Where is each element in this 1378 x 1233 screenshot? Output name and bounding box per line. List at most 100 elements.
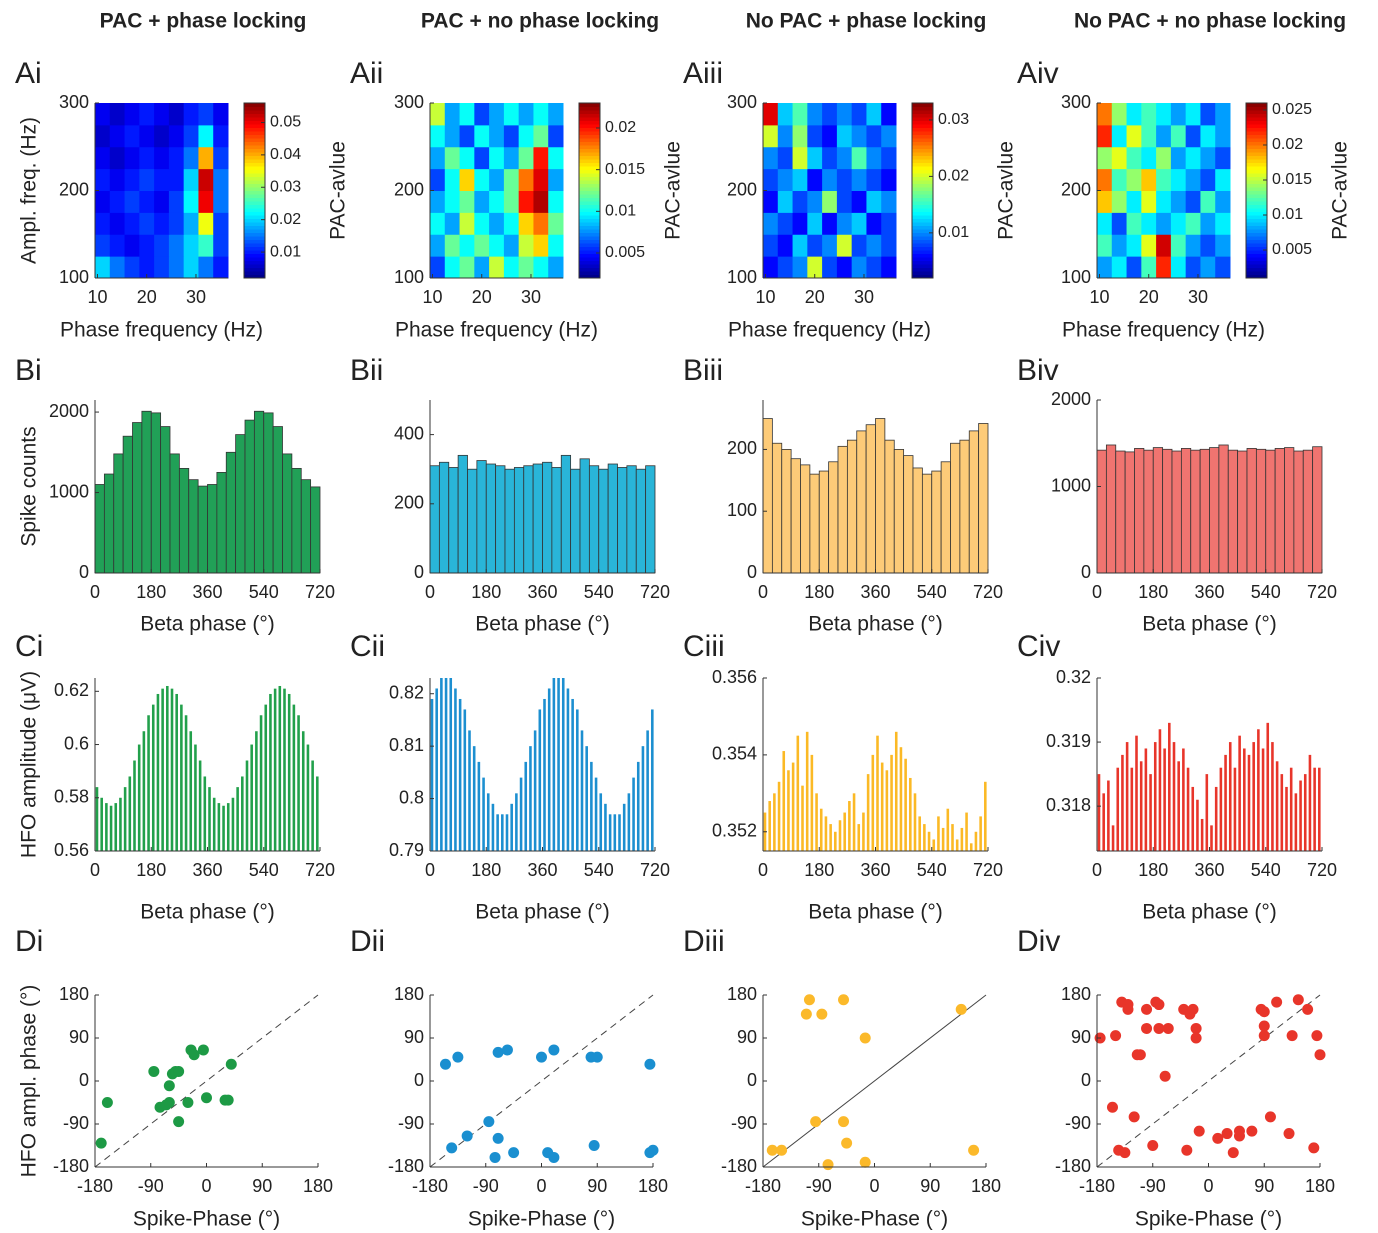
scatter-point xyxy=(1106,1101,1118,1113)
heatmap-cell xyxy=(489,103,505,126)
colorbar-step xyxy=(579,134,600,139)
colorbar-frame xyxy=(578,102,601,279)
colorbar-step xyxy=(912,134,933,139)
colorbar-step xyxy=(244,229,265,233)
heatmap-cell xyxy=(95,234,111,257)
heatmap-cell xyxy=(1126,212,1142,235)
heatmap-cell xyxy=(139,212,155,235)
colorbar-step xyxy=(579,211,600,216)
x-tick-label: 20 xyxy=(805,287,825,307)
histogram-bar xyxy=(1162,448,1173,574)
histogram-bar xyxy=(485,463,497,574)
x-tick-label: 540 xyxy=(917,860,947,880)
scatter-point xyxy=(1193,1125,1205,1137)
colorbar-step xyxy=(912,110,933,114)
heatmap-cell xyxy=(1185,256,1201,279)
heatmap-cell xyxy=(777,212,794,235)
heatmap-cell xyxy=(109,103,126,126)
heatmap-cell xyxy=(474,103,490,126)
histogram-bar xyxy=(448,467,459,574)
x-tick-label: -180 xyxy=(745,1176,781,1196)
y-tick-label: 2000 xyxy=(1051,389,1091,409)
colorbar-step xyxy=(579,120,600,125)
bar xyxy=(627,793,631,851)
x-tick-label: 360 xyxy=(1194,860,1224,880)
y-tick-label: 1000 xyxy=(49,481,89,501)
x-axis-label: Spike-Phase (°) xyxy=(133,1208,280,1231)
heatmap-cell xyxy=(763,124,779,148)
heatmap-cell xyxy=(548,190,564,213)
bar xyxy=(979,816,982,851)
heatmap-cell xyxy=(430,190,446,213)
heatmap-cell xyxy=(168,256,185,279)
bar xyxy=(311,760,314,851)
heatmap-cell xyxy=(777,190,794,213)
y-tick-label: 100 xyxy=(59,267,89,287)
colorbar-step xyxy=(1246,162,1267,167)
x-axis-label: Beta phase (°) xyxy=(1142,901,1276,924)
bar xyxy=(796,735,800,851)
colorbar-step xyxy=(244,260,265,265)
heatmap-cell xyxy=(198,212,214,235)
heatmap-cell xyxy=(807,256,823,279)
bar xyxy=(472,746,476,851)
colorbar-step xyxy=(579,232,600,237)
y-tick-label: 0.352 xyxy=(712,821,757,841)
heatmap-cell xyxy=(503,190,520,213)
heatmap-cell xyxy=(792,103,808,126)
bar xyxy=(1186,767,1190,851)
colorbar-step xyxy=(244,218,265,223)
histogram-bar xyxy=(113,453,124,574)
histogram-bar xyxy=(263,412,274,574)
bar xyxy=(212,797,216,851)
scatter-point xyxy=(492,1046,504,1058)
heatmap-cell xyxy=(851,124,867,148)
scatter-point xyxy=(591,1051,603,1063)
bar xyxy=(871,754,875,851)
heatmap-cell xyxy=(503,146,520,170)
x-axis-label: Beta phase (°) xyxy=(475,613,609,636)
bar xyxy=(128,776,132,851)
bar xyxy=(264,704,268,851)
colorbar-tick-label: 0.01 xyxy=(270,243,301,260)
scatter-point xyxy=(968,1144,980,1156)
bar xyxy=(805,731,809,851)
colorbar-step xyxy=(1246,159,1267,163)
heatmap-cell xyxy=(198,256,214,279)
bar xyxy=(1107,780,1110,851)
y-tick-label: 300 xyxy=(59,92,89,112)
heatmap-cell xyxy=(1156,190,1172,213)
colorbar-frame xyxy=(243,102,266,279)
scatter-point xyxy=(1159,1070,1171,1082)
scatter-point xyxy=(95,1137,107,1149)
heatmap-cell xyxy=(851,190,867,213)
bar xyxy=(1158,729,1162,851)
bar xyxy=(515,793,518,851)
heatmap-cell xyxy=(168,146,185,170)
colorbar-step xyxy=(912,117,933,121)
heatmap-cell xyxy=(183,212,199,235)
colorbar-step xyxy=(1246,166,1267,170)
bar xyxy=(105,803,108,851)
bar xyxy=(156,693,160,851)
colorbar-step xyxy=(1246,250,1267,254)
heatmap-cell xyxy=(1126,168,1142,191)
x-tick-label: 30 xyxy=(1188,287,1208,307)
x-tick-label: -180 xyxy=(412,1176,448,1196)
colorbar-step xyxy=(1246,110,1267,114)
heatmap-cell xyxy=(881,256,897,279)
x-axis-label: Spike-Phase (°) xyxy=(1135,1208,1282,1231)
heatmap-cell xyxy=(95,256,111,279)
colorbar-label: PAC-avlue xyxy=(995,141,1018,240)
heatmap-cell xyxy=(198,168,214,191)
heatmap-cell xyxy=(518,190,534,213)
heatmap-cell xyxy=(154,190,170,213)
scatter-point xyxy=(536,1051,547,1063)
colorbar-step xyxy=(244,239,265,244)
x-tick-label: 180 xyxy=(1138,860,1168,880)
histogram-bar xyxy=(310,486,321,574)
colorbar-step xyxy=(244,131,265,135)
heatmap-cell xyxy=(881,124,897,148)
x-tick-label: 180 xyxy=(471,860,501,880)
scatter-point xyxy=(859,1156,871,1168)
